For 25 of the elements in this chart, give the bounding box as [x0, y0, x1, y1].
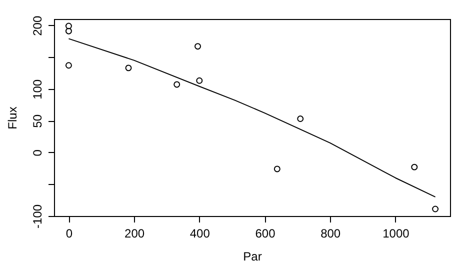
point	[65, 22, 72, 30]
point	[196, 77, 203, 84]
point	[297, 116, 304, 122]
x-tick-label: 600	[255, 226, 276, 240]
point	[194, 43, 201, 50]
y-tick-label: -100	[30, 204, 44, 229]
point	[411, 164, 418, 170]
x-tick-label: 400	[190, 226, 210, 240]
point	[174, 81, 180, 88]
point	[65, 62, 72, 69]
point	[125, 64, 132, 72]
y-axis-title: Flux	[6, 106, 20, 130]
point	[274, 166, 280, 172]
y-tick-label: 0	[30, 149, 44, 156]
line-series	[68, 38, 436, 198]
y-tick-label: 200	[30, 16, 44, 36]
x-tick-label: 1000	[382, 226, 410, 240]
x-tick-label: 0	[66, 226, 73, 240]
x-tick-label: 200	[124, 226, 145, 240]
x-axis-title: Par	[243, 250, 262, 264]
point	[432, 206, 439, 212]
y-tick-label: 50	[30, 114, 44, 128]
x-tick-label: 800	[320, 226, 341, 240]
point	[65, 28, 72, 34]
y-tick-label: 100	[30, 79, 44, 100]
